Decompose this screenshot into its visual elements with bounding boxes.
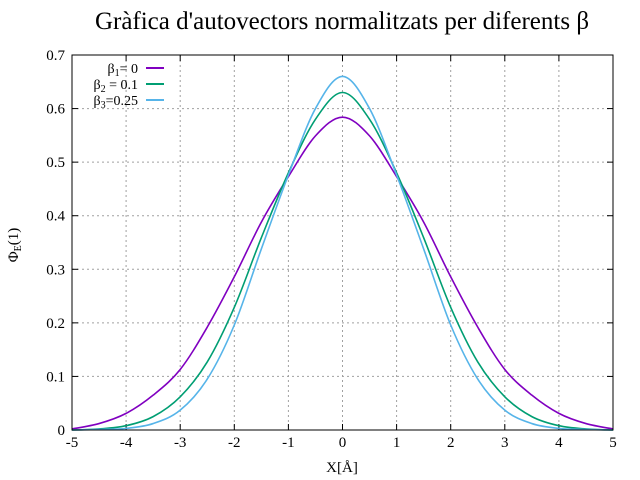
series-line-1: [71, 116, 614, 430]
y-tick-label: 0.2: [46, 316, 65, 332]
y-tick-label: 0.1: [46, 369, 65, 385]
x-tick-label: 0: [339, 435, 347, 451]
legend-label-sub: 3: [101, 100, 106, 111]
series-line-2: [71, 91, 614, 431]
series-line-3: [71, 75, 614, 431]
x-tick-label: -4: [120, 435, 133, 451]
legend-label-tail: = 0: [120, 62, 138, 77]
x-tick-label: -1: [282, 435, 295, 451]
tick-labels: -5 -4 -3 -2 -1 0 1 2 3 4 500.10.20.30.40.50.60.7: [46, 48, 617, 451]
y-tick-label: 0: [58, 423, 66, 439]
y-tick-label: 0.6: [46, 102, 65, 118]
x-tick-label: 4: [555, 435, 563, 451]
y-tick-label: 0.4: [46, 209, 65, 225]
legend-label-main: β: [93, 94, 100, 109]
x-tick-label: -5: [66, 435, 79, 451]
legend-label-sub: 2: [101, 84, 106, 95]
y-axis-label: ΦE(1): [6, 228, 24, 263]
legend-label-sub: 1: [115, 68, 120, 79]
y-axis-label-main: Φ: [6, 251, 22, 262]
chart-title: Gràfica d'autovectors normalitzats per d…: [95, 8, 589, 35]
plot-border: [71, 54, 614, 431]
legend-label-3: β3=0.25: [93, 94, 138, 111]
y-tick-label: 0.3: [46, 262, 65, 278]
x-tick-label: 2: [447, 435, 455, 451]
y-axis-label-sub: E: [13, 245, 24, 251]
series-lines: [71, 75, 614, 431]
x-tick-label: 1: [393, 435, 401, 451]
legend-label-tail: = 0.1: [106, 78, 138, 93]
x-tick-label: 3: [501, 435, 509, 451]
legend-label-2: β2 = 0.1: [93, 78, 138, 95]
x-axis-label: X[Å]: [326, 460, 358, 476]
legend-label-1: β1= 0: [107, 62, 138, 79]
y-axis-label-tail: (1): [6, 228, 22, 246]
grid-lines: [71, 54, 614, 431]
legend-label-main: β: [93, 78, 100, 93]
legend: β1= 0β2 = 0.1β3=0.25: [93, 62, 164, 111]
x-tick-label: -2: [228, 435, 241, 451]
x-tick-label: 5: [609, 435, 617, 451]
legend-label-main: β: [107, 62, 114, 77]
y-tick-label: 0.7: [46, 48, 65, 64]
x-tick-label: -3: [174, 435, 187, 451]
y-tick-label: 0.5: [46, 155, 65, 171]
legend-label-tail: =0.25: [106, 94, 138, 109]
